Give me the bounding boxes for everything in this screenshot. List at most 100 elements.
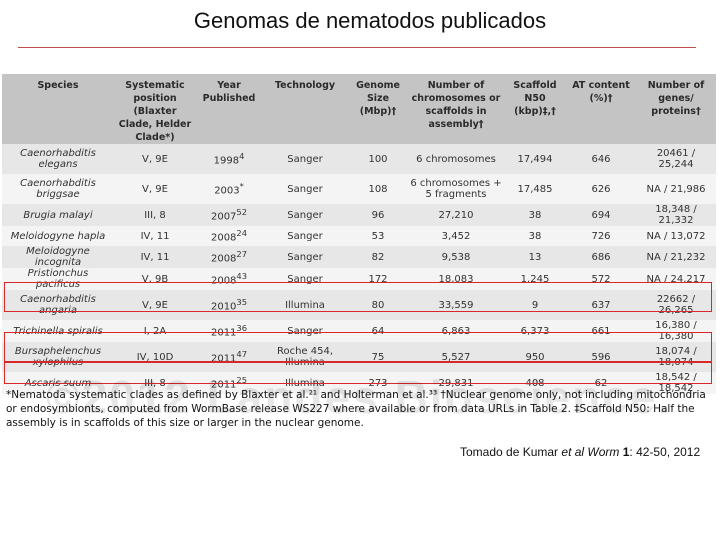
cell-year: 201147	[196, 342, 262, 372]
cell-year: 200827	[196, 246, 262, 268]
header-systematic-position: Systematic position (Blaxter Clade, Held…	[114, 74, 196, 144]
table-row: Meloidogyne incognita IV, 11 200827 Sang…	[2, 246, 716, 268]
cell-n50: 38	[504, 226, 566, 246]
cell-genes: NA / 13,072	[636, 226, 716, 246]
cell-genes: 22662 / 26,265	[636, 290, 716, 320]
cell-genome-size: 80	[348, 290, 408, 320]
cell-species: Meloidogyne hapla	[2, 226, 114, 246]
slide-title: Genomas de nematodos publicados	[193, 8, 547, 33]
cell-position: V, 9E	[114, 290, 196, 320]
cell-chromosomes: 5,527	[408, 342, 504, 372]
cell-at-content: 694	[566, 204, 636, 226]
header-genes-proteins: Number of genes/ proteins†	[636, 74, 716, 144]
cell-genes: NA / 24,217	[636, 268, 716, 290]
cell-position: I, 2A	[114, 320, 196, 342]
header-at-content: AT content (%)†	[566, 74, 636, 144]
cell-at-content: 572	[566, 268, 636, 290]
year-ref: 36	[236, 323, 248, 334]
cell-at-content: 596	[566, 342, 636, 372]
cell-chromosomes: 33,559	[408, 290, 504, 320]
cell-genes: NA / 21,232	[636, 246, 716, 268]
cell-year: 200824	[196, 226, 262, 246]
cell-n50: 17,494	[504, 144, 566, 174]
cell-species: Trichinella spiralis	[2, 320, 114, 342]
year-value: 2008	[210, 232, 237, 244]
cell-n50: 950	[504, 342, 566, 372]
cell-year: 200752	[196, 204, 262, 226]
cell-genome-size: 172	[348, 268, 408, 290]
cell-genome-size: 75	[348, 342, 408, 372]
year-ref: 35	[236, 297, 248, 308]
highlight-a-suum	[4, 362, 712, 384]
cell-year: 201136	[196, 320, 262, 342]
cell-technology: Sanger	[262, 246, 348, 268]
cell-n50: 17,485	[504, 174, 566, 204]
cell-technology: Illumina	[262, 290, 348, 320]
highlight-b-xylophilus	[4, 332, 712, 362]
cell-position: III, 8	[114, 204, 196, 226]
table-row: Caenorhabditis briggsae V, 9E 2003* Sang…	[2, 174, 716, 204]
citation-pages: : 42-50, 2012	[629, 445, 701, 459]
table-row: Meloidogyne hapla IV, 11 200824 Sanger 5…	[2, 226, 716, 246]
year-ref: 25	[236, 375, 248, 386]
cell-position: IV, 11	[114, 246, 196, 268]
cell-n50: 9	[504, 290, 566, 320]
citation-volume: 1	[619, 445, 630, 459]
cell-n50: 38	[504, 204, 566, 226]
copyright-watermark: ©2012 Landes Bioscience.	[45, 371, 673, 423]
cell-genome-size: 53	[348, 226, 408, 246]
cell-species: Pristionchus pacificus	[2, 268, 114, 290]
table-footnote: *Nematoda systematic clades as defined b…	[6, 389, 706, 429]
year-ref: 52	[236, 207, 248, 218]
table-row: Pristionchus pacificus V, 9B 200843 Sang…	[2, 268, 716, 290]
cell-genome-size: 82	[348, 246, 408, 268]
citation-prefix: Tomado de Kumar	[460, 445, 562, 459]
title-divider	[18, 47, 696, 48]
year-ref: *	[239, 181, 244, 192]
cell-position: IV, 11	[114, 226, 196, 246]
source-citation: Tomado de Kumar et al Worm 1: 42-50, 201…	[460, 445, 700, 459]
cell-at-content: 726	[566, 226, 636, 246]
cell-species: Caenorhabditis angaria	[2, 290, 114, 320]
cell-n50: 13	[504, 246, 566, 268]
header-genome-size: Genome Size (Mbp)†	[348, 74, 408, 144]
table-row: Brugia malayi III, 8 200752 Sanger 96 27…	[2, 204, 716, 226]
cell-n50: 6,373	[504, 320, 566, 342]
cell-genes: NA / 21,986	[636, 174, 716, 204]
table-row: Caenorhabditis elegans V, 9E 19984 Sange…	[2, 144, 716, 174]
cell-species: Meloidogyne incognita	[2, 246, 114, 268]
cell-at-content: 661	[566, 320, 636, 342]
cell-at-content: 686	[566, 246, 636, 268]
cell-position: V, 9E	[114, 144, 196, 174]
cell-at-content: 646	[566, 144, 636, 174]
cell-genome-size: 64	[348, 320, 408, 342]
header-scaffold-n50: Scaffold N50 (kbp)‡,†	[504, 74, 566, 144]
year-ref: 47	[236, 349, 248, 360]
cell-genome-size: 108	[348, 174, 408, 204]
cell-position: V, 9E	[114, 174, 196, 204]
year-value: 2008	[210, 275, 237, 287]
cell-n50: 1,245	[504, 268, 566, 290]
cell-technology: Sanger	[262, 144, 348, 174]
cell-chromosomes: 9,538	[408, 246, 504, 268]
citation-etal: et al	[561, 445, 585, 459]
year-value: 2008	[210, 253, 237, 265]
cell-year: 200843	[196, 268, 262, 290]
cell-year: 2003*	[196, 174, 262, 204]
cell-at-content: 637	[566, 290, 636, 320]
cell-year: 201035	[196, 290, 262, 320]
cell-species: Caenorhabditis briggsae	[2, 174, 114, 204]
year-value: 2011	[210, 379, 237, 391]
cell-technology: Sanger	[262, 320, 348, 342]
cell-technology: Sanger	[262, 226, 348, 246]
cell-year: 19984	[196, 144, 262, 174]
cell-chromosomes: 27,210	[408, 204, 504, 226]
cell-position: V, 9B	[114, 268, 196, 290]
year-ref: 24	[236, 228, 248, 239]
header-species: Species	[2, 74, 114, 144]
table-row: Caenorhabditis angaria V, 9E 201035 Illu…	[2, 290, 716, 320]
cell-genome-size: 96	[348, 204, 408, 226]
year-value: 2010	[210, 301, 237, 313]
year-value: 2007	[210, 211, 237, 223]
header-technology: Technology	[262, 74, 348, 144]
